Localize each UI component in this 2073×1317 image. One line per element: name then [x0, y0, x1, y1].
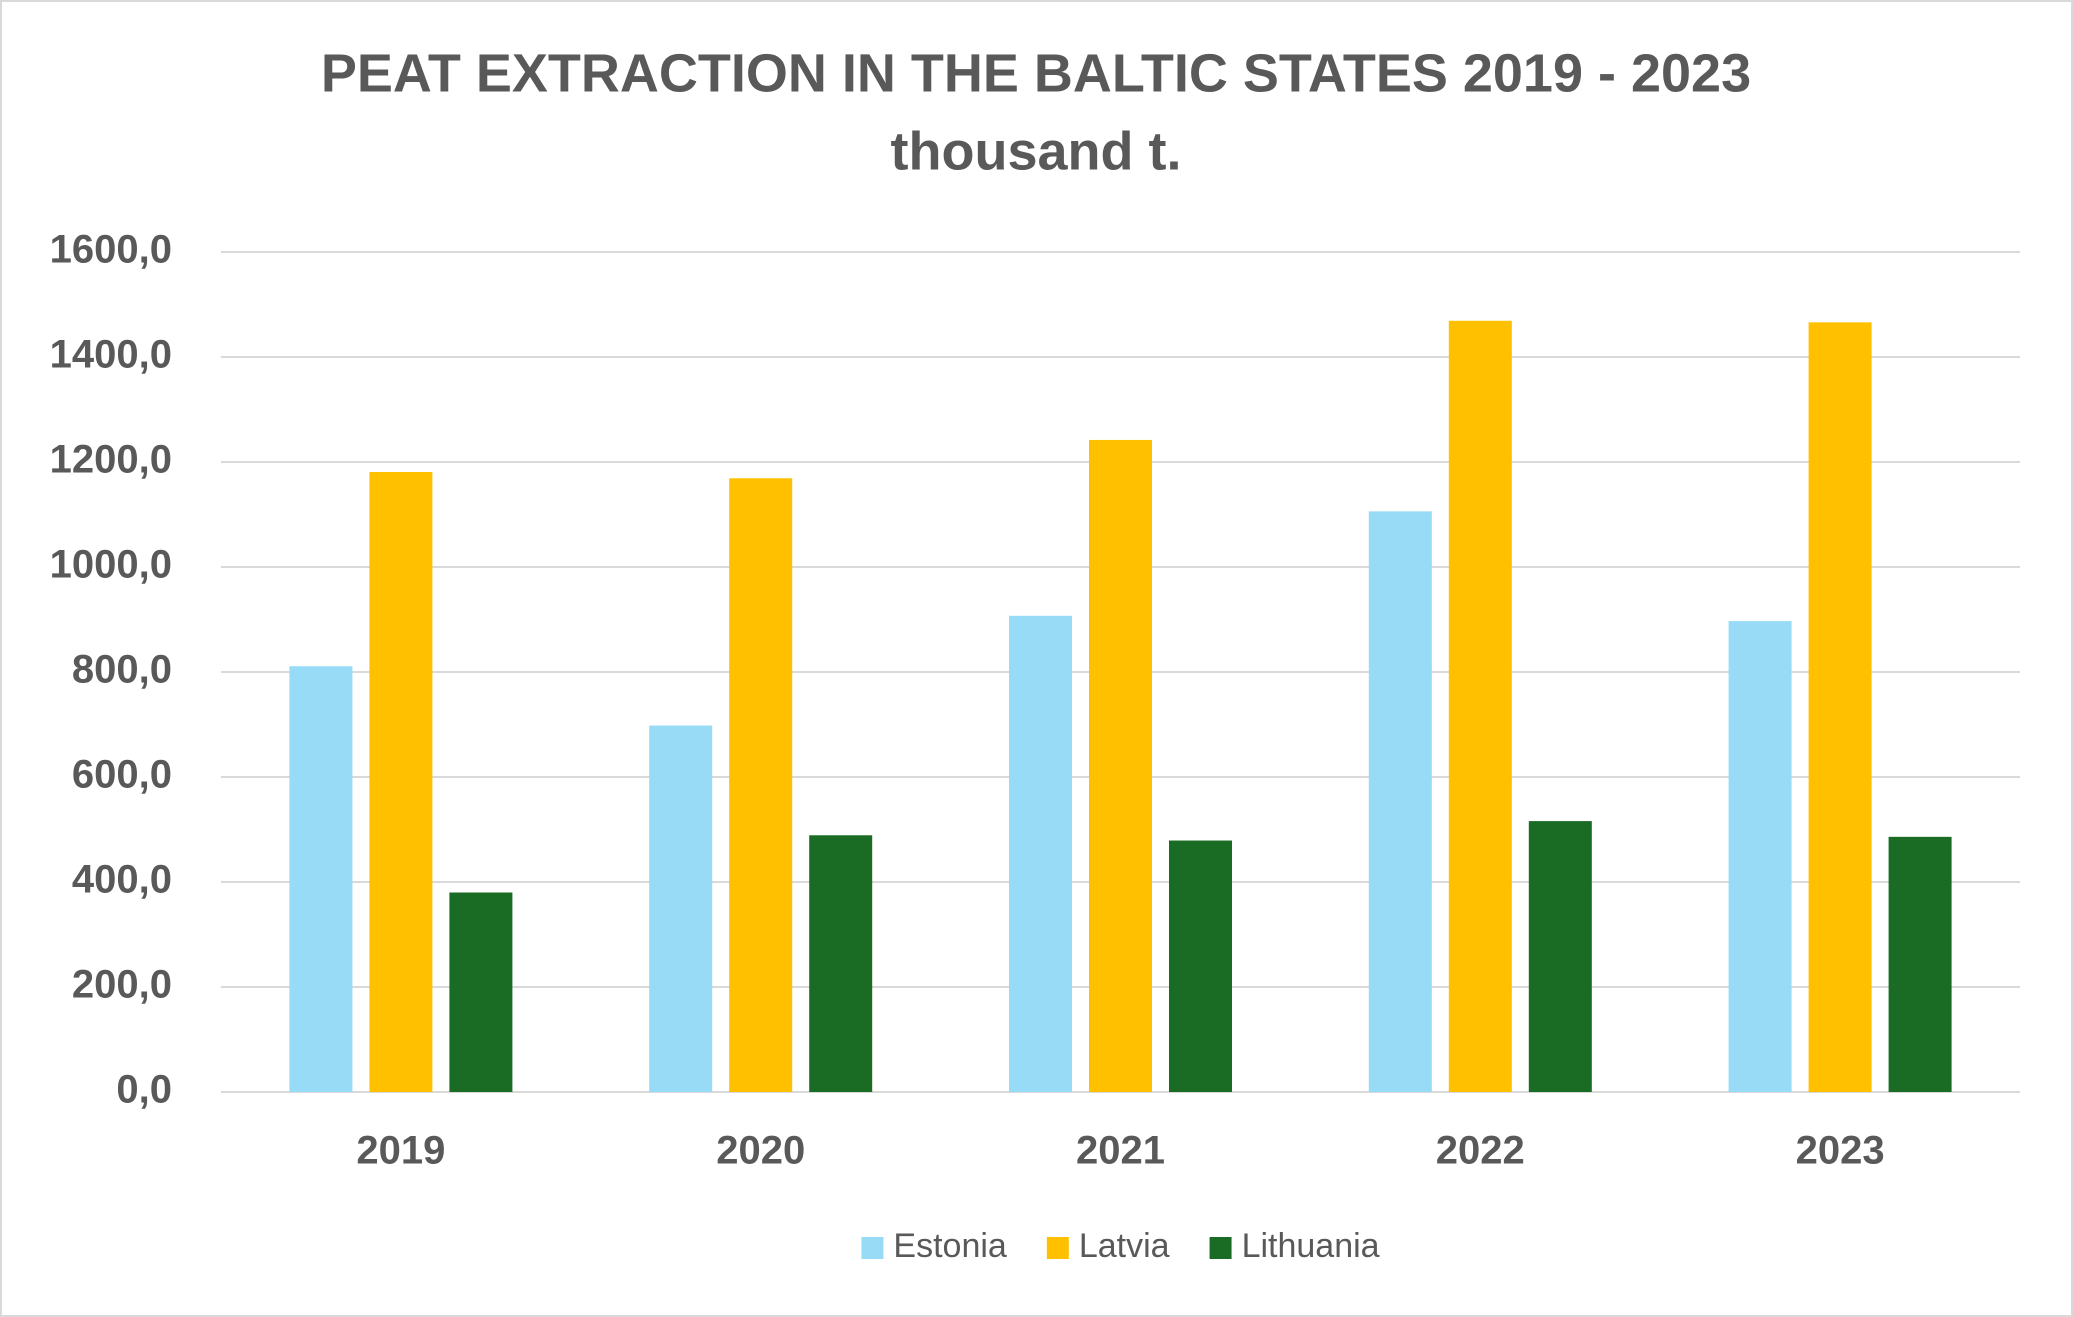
bar — [729, 478, 793, 1092]
y-tick-label: 400,0 — [72, 858, 172, 902]
y-tick-label: 600,0 — [72, 753, 172, 797]
legend-label: Estonia — [893, 1227, 1006, 1265]
bar — [1448, 320, 1512, 1092]
y-tick-label: 0,0 — [116, 1068, 172, 1112]
legend-label: Lithuania — [1242, 1227, 1380, 1265]
bar — [289, 666, 353, 1092]
bar — [649, 725, 713, 1092]
bar — [1169, 840, 1232, 1092]
legend-swatch — [1046, 1237, 1069, 1259]
bar — [449, 892, 513, 1092]
bar — [1808, 322, 1872, 1093]
y-tick-label: 1200,0 — [50, 438, 172, 482]
x-tick-label: 2019 — [356, 1129, 445, 1173]
x-tick-label: 2023 — [1796, 1129, 1885, 1173]
legend-swatch — [1209, 1237, 1232, 1259]
legend-label: Latvia — [1079, 1227, 1170, 1265]
x-tick-label: 2020 — [716, 1129, 805, 1173]
bar — [369, 471, 433, 1093]
bar — [1528, 821, 1592, 1092]
y-tick-label: 1000,0 — [50, 543, 172, 587]
bar — [809, 835, 873, 1092]
bar — [1888, 836, 1952, 1092]
x-tick-label: 2022 — [1436, 1129, 1525, 1173]
x-tick-label: 2021 — [1076, 1129, 1165, 1173]
y-tick-label: 1400,0 — [50, 333, 172, 377]
y-tick-label: 800,0 — [72, 648, 172, 692]
chart-subtitle: thousand t. — [891, 121, 1182, 181]
bar — [1089, 439, 1152, 1092]
y-tick-label: 200,0 — [72, 963, 172, 1007]
chart-title: PEAT EXTRACTION IN THE BALTIC STATES 201… — [321, 43, 1751, 103]
legend-swatch — [861, 1237, 884, 1259]
bar — [1368, 511, 1432, 1093]
bar — [1728, 621, 1792, 1092]
bar — [1009, 615, 1072, 1092]
y-tick-label: 1600,0 — [50, 228, 172, 272]
